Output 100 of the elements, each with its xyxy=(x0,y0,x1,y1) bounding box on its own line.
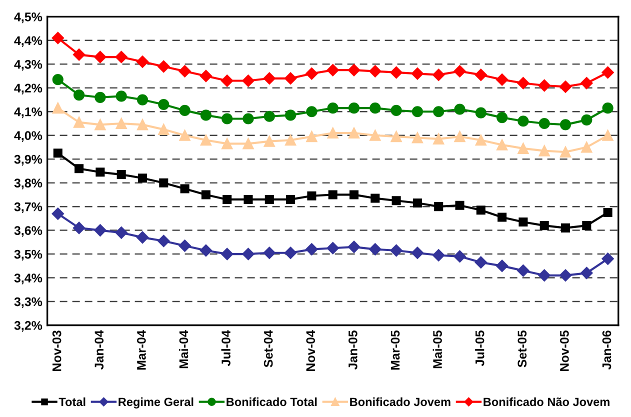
point xyxy=(580,266,593,280)
x-tick-label: Mar-05 xyxy=(390,330,400,370)
point xyxy=(178,240,191,252)
legend-label: Bonificado Não Jovem xyxy=(484,397,610,406)
point xyxy=(242,248,254,260)
point xyxy=(201,190,210,200)
point xyxy=(454,104,466,115)
x-tick-label: Jan-05 xyxy=(348,330,358,370)
x-tick-label: Mai-04 xyxy=(178,330,188,368)
point xyxy=(476,206,486,215)
point xyxy=(434,202,444,212)
point xyxy=(52,32,64,44)
point xyxy=(284,72,297,84)
point xyxy=(200,134,212,146)
point xyxy=(412,198,422,208)
y-tick-label: 3,6% xyxy=(14,226,42,237)
point xyxy=(518,142,529,154)
point xyxy=(158,60,170,73)
point xyxy=(53,148,62,158)
point xyxy=(284,110,296,121)
point xyxy=(348,240,360,254)
point xyxy=(370,194,380,203)
point xyxy=(392,196,401,206)
point xyxy=(454,250,466,263)
x-tick-label: Jul-04 xyxy=(221,330,230,366)
point xyxy=(242,138,254,150)
x-tick-label: Jan-04 xyxy=(94,330,104,370)
y-tick-label: 4,2% xyxy=(14,84,42,94)
y-tick-label: 3,7% xyxy=(14,202,42,214)
point xyxy=(538,79,550,92)
point xyxy=(559,269,572,282)
point xyxy=(454,65,466,78)
point xyxy=(326,64,339,76)
point xyxy=(264,136,275,147)
point xyxy=(475,107,486,118)
x-tick-label: Nov-05 xyxy=(560,330,569,371)
point xyxy=(136,56,149,68)
point xyxy=(498,212,507,222)
y-tick-label: 3,9% xyxy=(14,154,42,166)
point xyxy=(455,200,464,210)
point xyxy=(179,130,190,141)
point xyxy=(581,114,592,126)
point xyxy=(560,223,570,232)
point xyxy=(116,90,127,102)
point xyxy=(158,98,170,110)
point xyxy=(582,221,592,230)
point xyxy=(432,249,445,262)
point xyxy=(158,234,170,248)
point xyxy=(73,89,85,101)
point xyxy=(94,92,106,103)
x-tick-label: Set-05 xyxy=(518,330,527,368)
point xyxy=(348,64,360,76)
point xyxy=(432,68,445,81)
point xyxy=(242,113,254,124)
point xyxy=(538,269,550,282)
point xyxy=(538,118,550,130)
y-tick-label: 3,3% xyxy=(14,297,42,308)
point xyxy=(94,50,106,64)
point xyxy=(264,110,275,122)
point xyxy=(72,48,86,61)
point xyxy=(348,102,360,114)
point xyxy=(178,65,191,78)
point xyxy=(244,194,253,204)
point xyxy=(326,242,339,254)
point xyxy=(580,77,593,90)
point xyxy=(222,194,232,204)
point xyxy=(518,116,529,127)
point xyxy=(94,224,106,236)
point xyxy=(306,243,318,256)
y-tick-label: 3,5% xyxy=(14,250,42,261)
point xyxy=(284,246,297,259)
point xyxy=(517,77,530,90)
legend-label: Total xyxy=(58,397,86,406)
point xyxy=(306,68,318,80)
point xyxy=(136,94,148,106)
point xyxy=(158,124,170,135)
point xyxy=(412,106,424,118)
y-tick-label: 4,3% xyxy=(14,60,42,71)
point xyxy=(73,116,85,128)
point xyxy=(454,130,466,142)
point xyxy=(390,104,402,116)
point xyxy=(159,178,168,188)
point xyxy=(369,65,382,78)
point xyxy=(496,112,508,124)
point xyxy=(496,139,508,150)
y-tick-label: 3,8% xyxy=(14,178,42,190)
point xyxy=(115,50,128,64)
point xyxy=(221,248,234,260)
point xyxy=(242,74,254,87)
point xyxy=(474,256,487,268)
point xyxy=(496,73,508,86)
x-tick-label: Jan-06 xyxy=(602,330,612,370)
point xyxy=(517,264,530,277)
point xyxy=(72,222,86,234)
x-tick-label: Mar-04 xyxy=(137,330,146,370)
point xyxy=(518,217,528,227)
point xyxy=(369,243,382,256)
point xyxy=(538,145,550,156)
y-tick-label: 4,0% xyxy=(14,131,42,142)
point xyxy=(390,66,402,79)
